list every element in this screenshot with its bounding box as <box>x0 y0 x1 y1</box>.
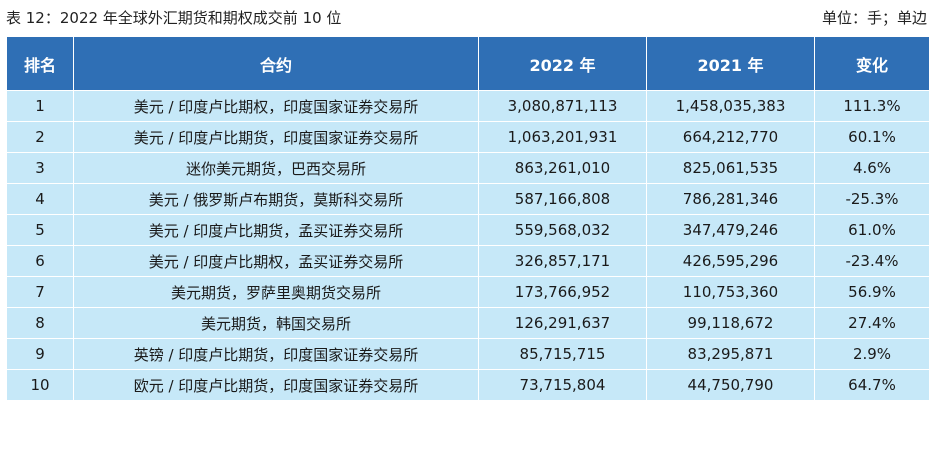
table-row: 2 美元 / 印度卢比期货，印度国家证券交易所 1,063,201,931 66… <box>6 121 930 153</box>
change-cell: 4.6% <box>814 152 930 184</box>
volume-2021-cell: 44,750,790 <box>646 369 815 401</box>
rank-cell: 6 <box>6 245 74 277</box>
change-cell: -23.4% <box>814 245 930 277</box>
volume-2021-cell: 664,212,770 <box>646 121 815 153</box>
rank-cell: 1 <box>6 90 74 122</box>
contract-cell: 迷你美元期货，巴西交易所 <box>73 152 479 184</box>
contract-cell: 美元 / 印度卢比期权，孟买证券交易所 <box>73 245 479 277</box>
change-cell: 2.9% <box>814 338 930 370</box>
change-cell: 61.0% <box>814 214 930 246</box>
volume-2022-cell: 559,568,032 <box>478 214 647 246</box>
change-cell: 56.9% <box>814 276 930 308</box>
header-year-2021: 2021 年 <box>646 36 815 91</box>
change-cell: 60.1% <box>814 121 930 153</box>
contract-cell: 欧元 / 印度卢比期货，印度国家证券交易所 <box>73 369 479 401</box>
rank-cell: 4 <box>6 183 74 215</box>
volume-2021-cell: 786,281,346 <box>646 183 815 215</box>
table-row: 5 美元 / 印度卢比期货，孟买证券交易所 559,568,032 347,47… <box>6 214 930 246</box>
table-row: 9 英镑 / 印度卢比期货，印度国家证券交易所 85,715,715 83,29… <box>6 338 930 370</box>
rank-cell: 2 <box>6 121 74 153</box>
table-row: 10 欧元 / 印度卢比期货，印度国家证券交易所 73,715,804 44,7… <box>6 369 930 401</box>
header-rank: 排名 <box>6 36 74 91</box>
contract-cell: 美元 / 俄罗斯卢布期货，莫斯科交易所 <box>73 183 479 215</box>
volume-2021-cell: 825,061,535 <box>646 152 815 184</box>
volume-2021-cell: 1,458,035,383 <box>646 90 815 122</box>
volume-2021-cell: 347,479,246 <box>646 214 815 246</box>
contract-cell: 美元 / 印度卢比期货，印度国家证券交易所 <box>73 121 479 153</box>
volume-2021-cell: 99,118,672 <box>646 307 815 339</box>
header-year-2022: 2022 年 <box>478 36 647 91</box>
contract-cell: 美元 / 印度卢比期权，印度国家证券交易所 <box>73 90 479 122</box>
fx-ranking-table: 排名 合约 2022 年 2021 年 变化 1 美元 / 印度卢比期权，印度国… <box>6 36 930 401</box>
volume-2021-cell: 110,753,360 <box>646 276 815 308</box>
volume-2022-cell: 126,291,637 <box>478 307 647 339</box>
change-cell: 111.3% <box>814 90 930 122</box>
rank-cell: 9 <box>6 338 74 370</box>
table-row: 8 美元期货，韩国交易所 126,291,637 99,118,672 27.4… <box>6 307 930 339</box>
table-row: 3 迷你美元期货，巴西交易所 863,261,010 825,061,535 4… <box>6 152 930 184</box>
rank-cell: 7 <box>6 276 74 308</box>
volume-2022-cell: 85,715,715 <box>478 338 647 370</box>
volume-2022-cell: 1,063,201,931 <box>478 121 647 153</box>
table-row: 7 美元期货，罗萨里奥期货交易所 173,766,952 110,753,360… <box>6 276 930 308</box>
contract-cell: 美元期货，韩国交易所 <box>73 307 479 339</box>
unit-note: 单位：手；单边 <box>821 9 927 27</box>
rank-cell: 10 <box>6 369 74 401</box>
rank-cell: 8 <box>6 307 74 339</box>
change-cell: 64.7% <box>814 369 930 401</box>
change-cell: -25.3% <box>814 183 930 215</box>
change-cell: 27.4% <box>814 307 930 339</box>
rank-cell: 5 <box>6 214 74 246</box>
volume-2022-cell: 587,166,808 <box>478 183 647 215</box>
rank-cell: 3 <box>6 152 74 184</box>
contract-cell: 美元期货，罗萨里奥期货交易所 <box>73 276 479 308</box>
volume-2021-cell: 426,595,296 <box>646 245 815 277</box>
table-row: 4 美元 / 俄罗斯卢布期货，莫斯科交易所 587,166,808 786,28… <box>6 183 930 215</box>
header-contract: 合约 <box>73 36 479 91</box>
table-row: 6 美元 / 印度卢比期权，孟买证券交易所 326,857,171 426,59… <box>6 245 930 277</box>
contract-cell: 英镑 / 印度卢比期货，印度国家证券交易所 <box>73 338 479 370</box>
table-caption-bar: 表 12：2022 年全球外汇期货和期权成交前 10 位 单位：手；单边 <box>0 0 935 34</box>
table-row: 1 美元 / 印度卢比期权，印度国家证券交易所 3,080,871,113 1,… <box>6 90 930 122</box>
table-title: 表 12：2022 年全球外汇期货和期权成交前 10 位 <box>6 9 342 27</box>
volume-2022-cell: 73,715,804 <box>478 369 647 401</box>
header-row: 排名 合约 2022 年 2021 年 变化 <box>6 36 930 91</box>
volume-2022-cell: 863,261,010 <box>478 152 647 184</box>
volume-2022-cell: 3,080,871,113 <box>478 90 647 122</box>
volume-2021-cell: 83,295,871 <box>646 338 815 370</box>
header-change: 变化 <box>814 36 930 91</box>
volume-2022-cell: 326,857,171 <box>478 245 647 277</box>
contract-cell: 美元 / 印度卢比期货，孟买证券交易所 <box>73 214 479 246</box>
volume-2022-cell: 173,766,952 <box>478 276 647 308</box>
